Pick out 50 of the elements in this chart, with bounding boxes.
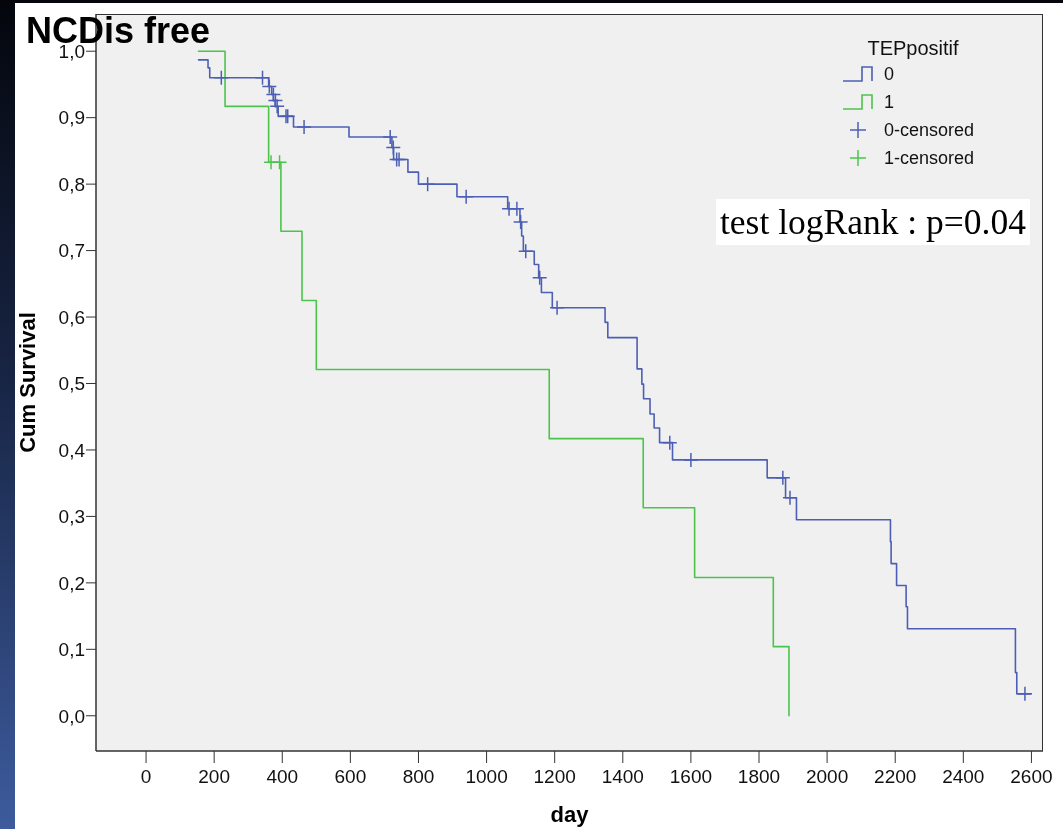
point <box>549 299 565 316</box>
x-tick-label: 400 <box>266 766 299 788</box>
point <box>213 70 230 86</box>
x-tick-label: 2400 <box>942 766 985 788</box>
x-tick-label: 200 <box>198 766 231 788</box>
point <box>271 154 288 170</box>
y-tick-label: 0,2 <box>58 572 85 594</box>
point <box>385 139 402 156</box>
y-tick-label: 0,6 <box>58 306 85 328</box>
x-tick-label: 2600 <box>1010 766 1053 788</box>
point <box>458 189 474 205</box>
point <box>296 119 312 135</box>
legend-title: TEPpositif <box>866 37 960 60</box>
x-tick-label: 1200 <box>533 766 576 788</box>
y-tick-label: 0,5 <box>58 373 85 395</box>
x-tick-label: 1400 <box>601 766 644 788</box>
point <box>662 434 678 451</box>
x-tick-label: 1600 <box>669 766 713 788</box>
x-tick-label: 1000 <box>465 766 508 788</box>
x-axis-title: day <box>550 802 590 827</box>
x-tick-label: 600 <box>334 766 367 788</box>
legend-label: 0 <box>884 63 895 85</box>
point <box>517 243 534 259</box>
x-tick-label: 1800 <box>737 766 781 788</box>
point <box>775 470 791 486</box>
point <box>382 129 398 145</box>
y-tick-label: 0,1 <box>58 639 85 661</box>
legend-label: 1-censored <box>884 147 975 169</box>
legend-label: 1 <box>884 91 895 113</box>
point <box>782 490 798 506</box>
y-tick-label: 0,4 <box>58 439 86 461</box>
point <box>512 214 529 230</box>
annotation: test logRank : p=0.04 <box>716 199 1030 245</box>
y-tick-label: 0,8 <box>58 173 85 195</box>
y-tick-label: 0,9 <box>58 107 85 129</box>
legend-label: 0-censored <box>884 119 975 141</box>
y-tick-label: 0,7 <box>58 240 85 262</box>
point <box>1017 686 1033 702</box>
y-tick-label: 0,3 <box>58 506 85 528</box>
point <box>683 452 699 468</box>
x-tick-label: 2200 <box>874 766 917 788</box>
point <box>419 176 436 192</box>
point <box>509 200 525 217</box>
point <box>531 270 548 286</box>
y-axis-title: Cum Survival <box>14 312 40 453</box>
x-tick-label: 2000 <box>805 766 849 788</box>
point <box>267 92 284 109</box>
y-tick-label: 0,0 <box>58 705 85 727</box>
x-tick-label: 0 <box>140 766 152 788</box>
x-tick-label: 800 <box>402 766 435 788</box>
